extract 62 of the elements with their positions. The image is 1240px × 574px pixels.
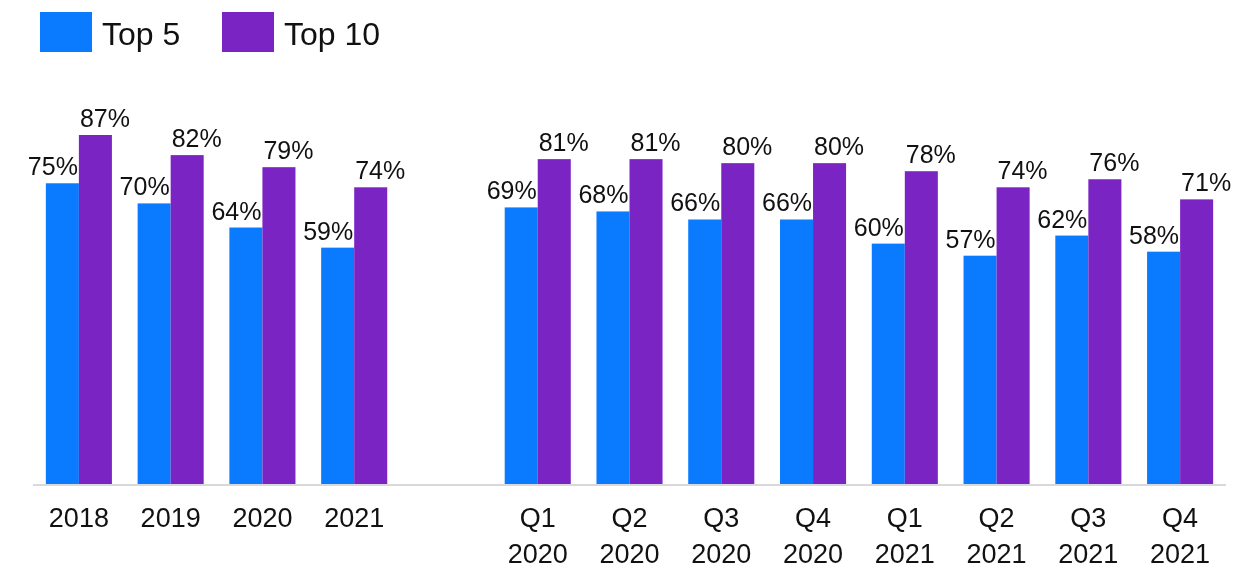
x-tick-label: 2018: [48, 503, 109, 533]
bar: [504, 207, 538, 485]
data-label: 80%: [722, 132, 773, 161]
data-label: 62%: [1037, 204, 1088, 233]
data-label: 79%: [263, 136, 314, 165]
data-label: 70%: [119, 172, 170, 201]
bar: [721, 163, 755, 485]
bar: [262, 167, 296, 485]
data-label: 71%: [1181, 168, 1232, 197]
x-tick-label: Q4 2020: [783, 503, 844, 569]
data-label: 81%: [538, 128, 589, 157]
bar: [1088, 179, 1122, 485]
x-tick-label: 2021: [324, 503, 385, 533]
data-label: 76%: [1089, 148, 1140, 177]
data-label: 59%: [303, 216, 354, 245]
x-tick-label: Q3 2020: [691, 503, 752, 569]
data-label: 66%: [670, 188, 721, 217]
bar: [1055, 235, 1089, 485]
bar: [229, 227, 263, 485]
bar: [629, 159, 663, 485]
x-tick-label: Q2 2020: [599, 503, 660, 569]
bar: [813, 163, 847, 485]
data-label: 60%: [853, 212, 904, 241]
bar: [904, 171, 938, 485]
data-label: 82%: [171, 124, 222, 153]
bar: [871, 243, 905, 485]
bar: [780, 219, 814, 485]
bar: [45, 183, 79, 485]
bar: [1147, 251, 1181, 485]
legend-label: Top 5: [102, 16, 181, 52]
data-label: 57%: [945, 224, 996, 253]
bar: [78, 135, 112, 485]
legend-label: Top 10: [284, 16, 381, 52]
data-label: 78%: [905, 140, 956, 169]
data-label: 87%: [79, 104, 130, 132]
bar: [688, 219, 722, 485]
bar: [1180, 199, 1214, 485]
data-label: 58%: [1129, 220, 1180, 249]
data-label: 68%: [578, 180, 629, 209]
data-label: 81%: [630, 128, 681, 157]
bar: [170, 155, 204, 485]
bar: [137, 203, 171, 485]
data-label: 80%: [814, 132, 865, 161]
bar: [596, 211, 630, 485]
x-tick-label: Q1 2020: [507, 503, 568, 569]
data-label: 64%: [211, 196, 262, 225]
bar: [963, 255, 997, 485]
data-label: 75%: [27, 152, 78, 181]
x-tick-label: Q3 2021: [1058, 503, 1119, 569]
data-label: 74%: [997, 156, 1048, 185]
bar: [354, 187, 388, 485]
x-tick-label: Q1 2021: [874, 503, 935, 569]
bar: [537, 159, 571, 485]
data-label: 66%: [761, 188, 813, 217]
bar: [996, 187, 1030, 485]
data-label: 74%: [355, 156, 406, 185]
x-tick-label: 2019: [140, 503, 201, 533]
x-tick-label: 2020: [232, 503, 293, 533]
x-tick-label: Q2 2021: [966, 503, 1027, 569]
bar: [321, 247, 355, 485]
x-tick-label: Q4 2021: [1150, 503, 1211, 569]
data-label: 69%: [486, 176, 537, 205]
